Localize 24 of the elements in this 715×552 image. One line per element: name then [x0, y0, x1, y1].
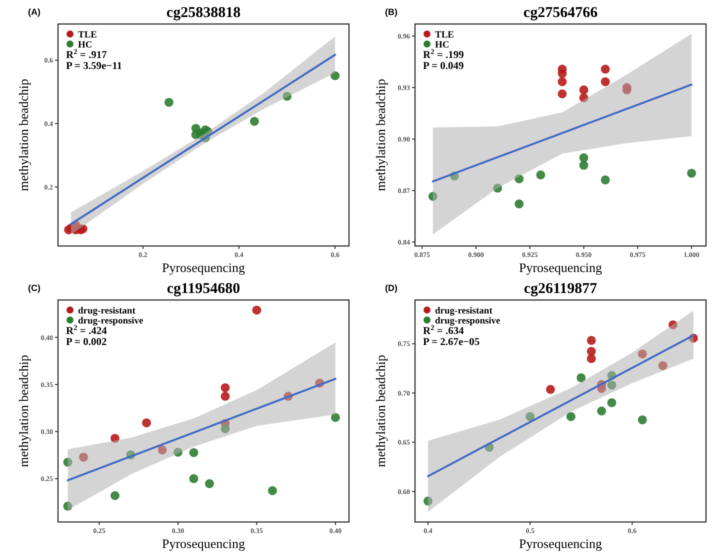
- annotation: P = 0.049: [423, 61, 464, 72]
- annotation: P = 2.67e−05: [423, 337, 480, 348]
- x-axis-title: Pyrosequencing: [162, 260, 246, 275]
- x-axis-title: Pyrosequencing: [162, 536, 246, 551]
- y-axis-title: methylation beadchip: [16, 354, 31, 468]
- chart-title: cg25838818: [166, 5, 241, 21]
- legend-label: TLE: [78, 30, 98, 40]
- legend-label: TLE: [435, 30, 454, 40]
- y-axis-title: methylation beadchip: [16, 78, 31, 192]
- legend-label: drug-resistant: [435, 306, 494, 316]
- annotation: P = 0.002: [66, 337, 107, 348]
- text: (B): [385, 7, 398, 17]
- chart-title: cg27564766: [523, 5, 598, 21]
- text: (C): [28, 283, 40, 293]
- y-axis-title: methylation beadchip: [373, 78, 388, 192]
- x-axis-title: Pyrosequencing: [518, 260, 603, 275]
- x-axis-title: Pyrosequencing: [518, 536, 603, 551]
- text: (A): [28, 7, 40, 17]
- chart-title: cg26119877: [524, 281, 598, 297]
- text: (D): [385, 283, 398, 293]
- legend-label: drug-resistant: [78, 306, 136, 316]
- chart-title: cg11954680: [166, 281, 240, 297]
- annotation: P = 3.59e−11: [66, 61, 122, 72]
- y-axis-title: methylation beadchip: [373, 354, 388, 468]
